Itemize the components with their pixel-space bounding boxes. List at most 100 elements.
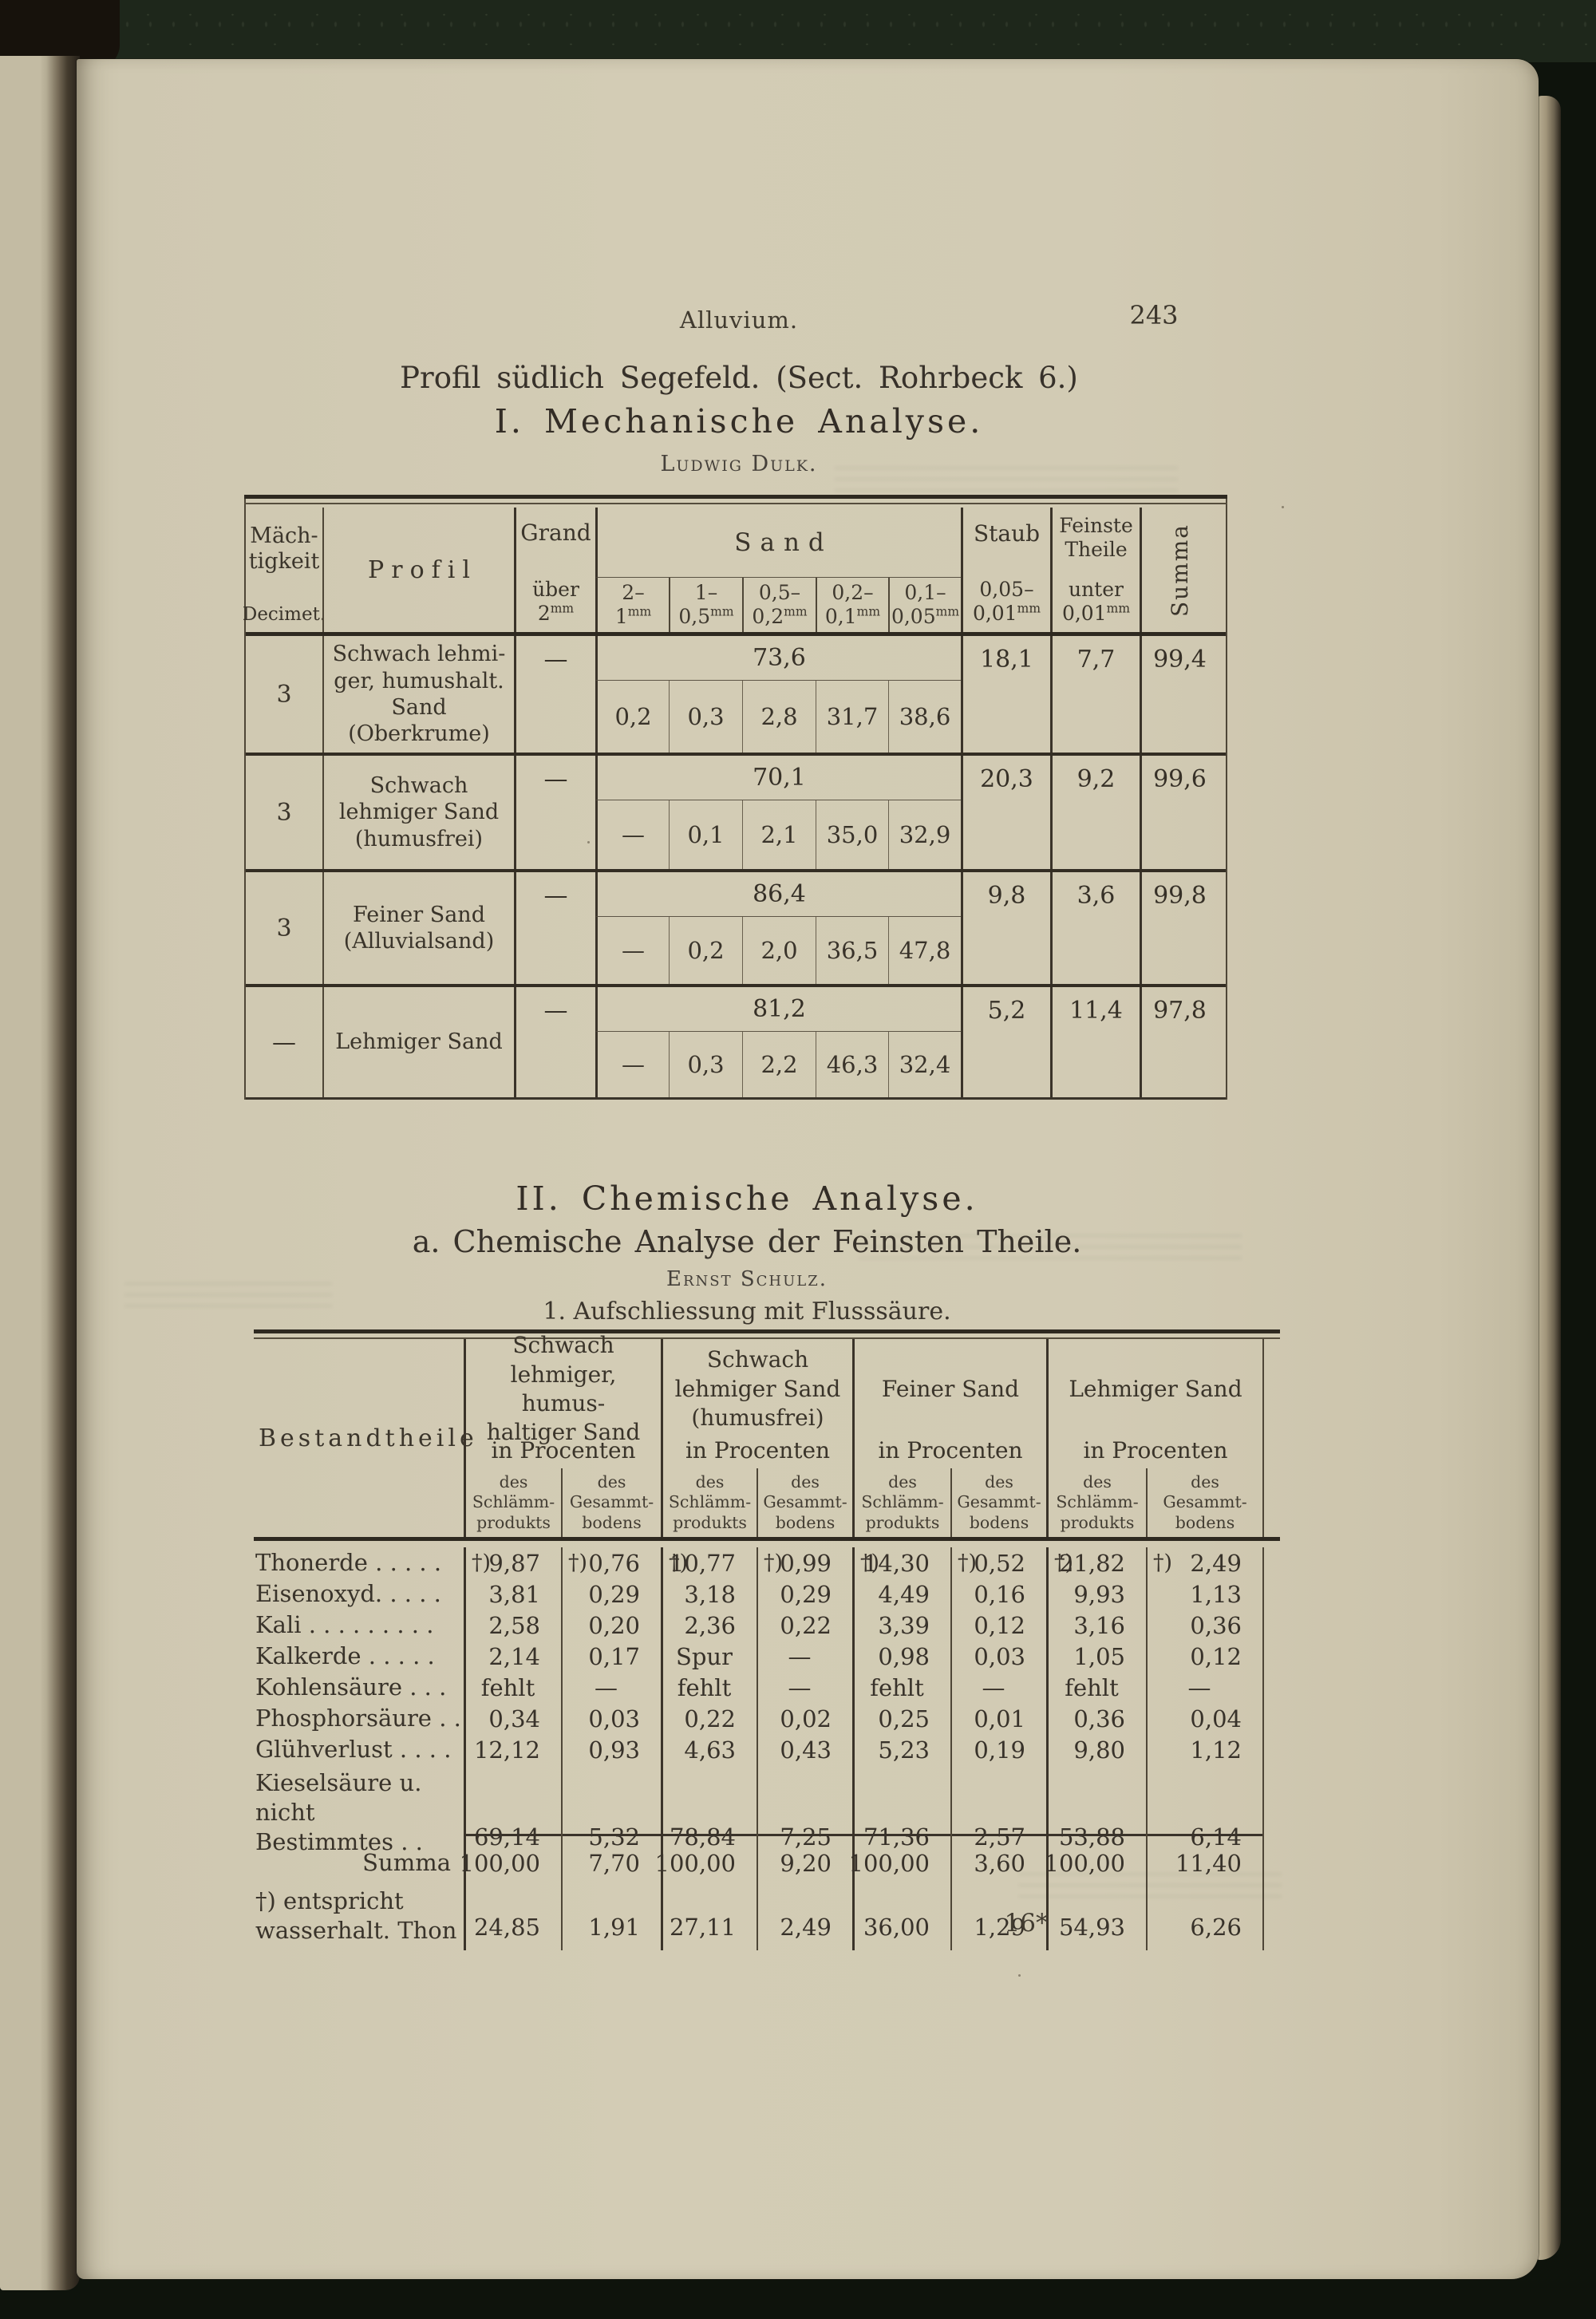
printer-signature-mark: 16*	[1004, 1909, 1049, 1938]
col-maechtigkeit-header: Mäch- tigkeit Decimet.	[243, 508, 326, 632]
col-feinste-header: Feinste Theile unter 0,01mm	[1050, 508, 1140, 632]
sand-fraction-value: 35,0	[816, 800, 888, 869]
page-number: 243	[1129, 300, 1179, 330]
thickness-value: 3	[276, 680, 292, 709]
group3-unit: in Procenten	[852, 1432, 1046, 1468]
group3-subcol1-header: des Schlämm- produkts	[852, 1468, 950, 1537]
component-label: Kieselsäure u. nicht Bestimmtes . .	[255, 1769, 423, 1856]
footnote-value: 54,93	[1046, 1882, 1146, 1950]
value-cell: 4,49	[852, 1578, 950, 1610]
col-grand-title: Grand	[520, 520, 591, 546]
value-cell: 2,36	[661, 1610, 757, 1641]
table2-row-kieselsaeure: Kieselsäure u. nicht Bestimmtes . . 69,1…	[254, 1765, 1280, 1858]
footnote-value: 6,26	[1146, 1882, 1264, 1950]
value-cell: 3,39	[852, 1610, 950, 1641]
value-cell: 0,36	[1146, 1610, 1264, 1641]
sand-total-value: 70,1	[595, 756, 961, 800]
component-label: Glühverlust . . . .	[255, 1735, 452, 1763]
profil-description: Feiner Sand (Alluvialsand)	[322, 872, 514, 984]
table1-row-humusfrei: 3 Schwach lehmiger Sand (humusfrei) — 70…	[246, 756, 1226, 872]
footnote-value: 36,00	[852, 1882, 950, 1950]
sand-total-value: 73,6	[595, 636, 961, 681]
summa-value: 100,00	[1045, 1845, 1146, 1882]
value-cell: 0,29	[561, 1578, 661, 1610]
value-cell: 2,58	[464, 1610, 561, 1641]
col-staub-range: 0,05– 0,01mm	[972, 578, 1041, 625]
ink-bleed-smudge	[1018, 1871, 1282, 1902]
summa-value: 97,8	[1140, 987, 1218, 1097]
grand-value: —	[514, 872, 595, 984]
profile-title: Profil südlich Segefeld. (Sect. Rohrbeck…	[400, 361, 1078, 395]
value-cell: 0,34	[464, 1703, 561, 1734]
footnote-value: 1,29	[950, 1882, 1046, 1950]
sand-fraction-value: 38,6	[888, 681, 961, 753]
value-cell: †) 0,52	[950, 1547, 1046, 1578]
value-cell: 5,23	[852, 1734, 950, 1765]
grand-value: —	[514, 756, 595, 869]
group3-subcol2-header: des Gesammt- bodens	[950, 1468, 1046, 1537]
col-staub-header: Staub 0,05– 0,01mm	[961, 508, 1050, 632]
value-cell: 2,14	[464, 1641, 561, 1672]
value-cell: 0,22	[757, 1610, 852, 1641]
value-cell: 0,19	[950, 1734, 1046, 1765]
staub-value: 18,1	[961, 636, 1050, 753]
value-cell: †) 21,82	[1046, 1547, 1146, 1578]
table2-row-kalkerde: Kalkerde . . . . . 2,14 0,17 Spur — 0,98…	[254, 1641, 1280, 1672]
table2-header: Bestandtheile Schwach lehmiger, humus- h…	[254, 1332, 1280, 1541]
value-cell: 71,36	[852, 1765, 950, 1858]
sand-fraction-value: 2,0	[742, 917, 816, 984]
summa-value: 100,00	[460, 1845, 561, 1882]
sand-fraction-value: 0,2	[595, 681, 669, 753]
sand-subcol-header-3: 0,5– 0,2mm	[742, 578, 816, 632]
footnote-value: 24,85	[464, 1882, 561, 1950]
sand-fraction-value: 2,2	[742, 1032, 816, 1097]
sand-fraction-value: 36,5	[816, 917, 888, 984]
value-cell: 1,13	[1146, 1578, 1264, 1610]
component-label: Eisenoxyd. . . . .	[255, 1579, 441, 1607]
table2-row-gluehverlust: Glühverlust . . . . 12,12 0,93 4,63 0,43…	[254, 1734, 1280, 1765]
value-cell: fehlt	[464, 1672, 561, 1703]
table1-row-feiner-sand: 3 Feiner Sand (Alluvialsand) — 86,4 — 0,…	[246, 872, 1226, 987]
mechanical-analysis-table: Mäch- tigkeit Decimet. Profil Grand über…	[243, 495, 1227, 1100]
value-cell: †) 0,99	[757, 1547, 852, 1578]
component-label: Kohlensäure . . .	[255, 1673, 447, 1701]
summa-label: Summa	[362, 1849, 451, 1877]
value-cell: †) 0,76	[561, 1547, 661, 1578]
thickness-value: 3	[276, 798, 292, 827]
group3-title: Feiner Sand	[852, 1339, 1046, 1432]
section1-heading: I. Mechanische Analyse.	[494, 402, 984, 440]
component-label: Kali . . . . . . . . .	[255, 1610, 434, 1638]
value-cell: 0,25	[852, 1703, 950, 1734]
feinste-value: 11,4	[1050, 987, 1140, 1097]
paper-speck	[587, 841, 590, 843]
sand-fraction-value: —	[595, 1032, 669, 1097]
table2-row-kali: Kali . . . . . . . . . 2,58 0,20 2,36 0,…	[254, 1610, 1280, 1641]
section2-analyst: Ernst Schulz.	[666, 1267, 828, 1291]
sand-fraction-value: 2,8	[742, 681, 816, 753]
col-summa-header: Summa	[1140, 508, 1218, 632]
value-cell: 3,16	[1046, 1610, 1146, 1641]
footnote-value: 1,91	[561, 1882, 661, 1950]
table2-row-eisenoxyd: Eisenoxyd. . . . . 3,81 0,29 3,18 0,29 4…	[254, 1578, 1280, 1610]
value-cell: fehlt	[1046, 1672, 1146, 1703]
group2-unit: in Procenten	[661, 1432, 852, 1468]
footnote-value: 27,11	[661, 1882, 757, 1950]
ink-bleed-smudge	[124, 1280, 332, 1312]
value-cell: Spur	[661, 1641, 757, 1672]
sand-fraction-value: 46,3	[816, 1032, 888, 1097]
table1-row-oberkrume: 3 Schwach lehmi- ger, humushalt. Sand (O…	[246, 636, 1226, 756]
feinste-value: 9,2	[1050, 756, 1140, 869]
component-label: Kalkerde . . . . .	[255, 1641, 435, 1669]
dagger-footnote-mark: †)	[568, 1551, 588, 1575]
section2-method: 1. Aufschliessung mit Flusssäure.	[543, 1298, 951, 1325]
value-cell: 0,12	[1146, 1641, 1264, 1672]
value-cell: †) 9,87	[464, 1547, 561, 1578]
group1-title: Schwach lehmiger, humus- haltiger Sand	[464, 1332, 661, 1445]
sand-group-header: Sand	[595, 508, 961, 578]
col-grand-range: über 2mm	[532, 578, 579, 625]
sand-fraction-value: 2,1	[742, 800, 816, 869]
value-cell: 3,18	[661, 1578, 757, 1610]
grand-value: —	[514, 987, 595, 1097]
summa-value: 11,40	[1146, 1845, 1264, 1882]
